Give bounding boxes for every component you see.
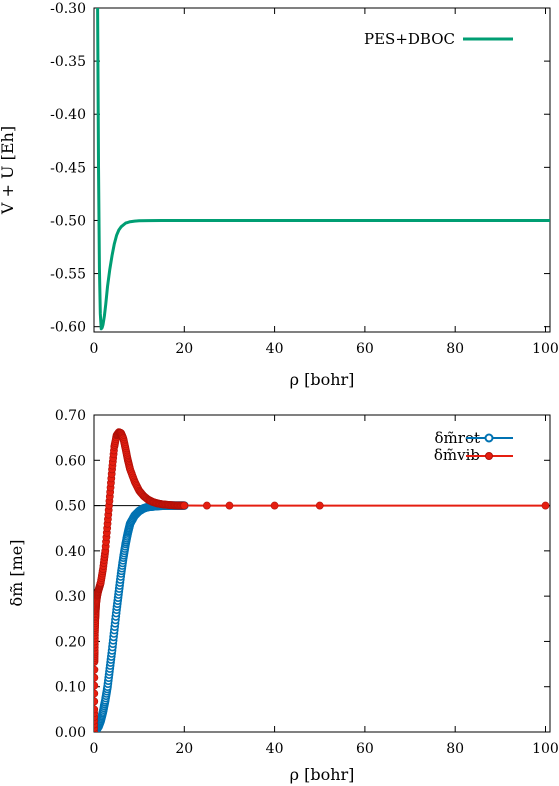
data-point-vib xyxy=(94,705,99,714)
top-x-ticks: 0 20 40 60 80 100 xyxy=(90,8,559,357)
y-tick-label: 0.60 xyxy=(55,453,86,469)
y-tick-label: 0.50 xyxy=(55,499,86,515)
top-panel: -0.30 -0.35 -0.40 -0.45 -0.50 -0.55 -0.60 0 20 4… xyxy=(0,1,559,389)
top-plot-frame xyxy=(93,7,551,333)
bottom-y-ticks: 0.00 0.10 0.20 0.30 0.40 0.50 0.60 0.70 xyxy=(55,408,550,741)
data-point-vib xyxy=(180,501,189,510)
bottom-legend-marker-vib xyxy=(485,452,493,460)
bottom-legend-marker-rot xyxy=(484,433,494,443)
y-tick-label: -0.45 xyxy=(50,160,86,176)
data-point-vib xyxy=(315,501,324,510)
series-line-vib xyxy=(94,430,546,732)
y-tick-label: 0.70 xyxy=(55,408,86,424)
bottom-plot-area xyxy=(94,428,550,732)
bottom-legend: δm̃rot δm̃vib xyxy=(434,429,513,464)
y-tick-label: -0.60 xyxy=(50,320,86,336)
top-plot-area xyxy=(96,8,550,331)
y-tick-label: -0.55 xyxy=(50,267,86,283)
y-tick-label: -0.40 xyxy=(50,107,86,123)
y-tick-label: -0.35 xyxy=(50,54,86,70)
bottom-legend-label-rot: δm̃rot xyxy=(435,429,480,447)
x-tick-label: 40 xyxy=(266,341,284,357)
x-tick-label: 100 xyxy=(532,341,559,357)
x-tick-label: 80 xyxy=(446,741,464,757)
x-tick-label: 60 xyxy=(356,341,374,357)
data-point-vib xyxy=(94,673,99,682)
bottom-panel: 0.00 0.10 0.20 0.30 0.40 0.50 0.60 0.70 0 20 40 60… xyxy=(7,408,559,784)
data-point-vib xyxy=(94,665,99,674)
bottom-y-axis-title: δm̃ [me] xyxy=(7,539,26,606)
x-tick-label: 40 xyxy=(266,741,284,757)
x-tick-label: 20 xyxy=(175,741,193,757)
data-point-vib xyxy=(94,697,99,706)
x-tick-label: 60 xyxy=(356,741,374,757)
top-y-axis-title: V + U [Eh] xyxy=(0,126,17,215)
series-markers-vib xyxy=(94,428,550,732)
y-tick-label: 0.10 xyxy=(55,680,86,696)
x-tick-label: 100 xyxy=(532,741,559,757)
x-tick-label: 20 xyxy=(175,341,193,357)
y-tick-label: 0.40 xyxy=(55,544,86,560)
y-tick-label: -0.30 xyxy=(50,1,86,17)
y-tick-label: -0.50 xyxy=(50,213,86,229)
y-tick-label: 0.00 xyxy=(55,725,86,741)
bottom-x-ticks: 0 20 40 60 80 100 xyxy=(90,415,559,757)
y-tick-label: 0.20 xyxy=(55,634,86,650)
data-point-vib xyxy=(202,501,211,510)
top-y-ticks: -0.30 -0.35 -0.40 -0.45 -0.50 -0.55 -0.60 xyxy=(50,1,550,336)
series-line-pes-dboc xyxy=(96,8,550,331)
top-x-axis-title: ρ [bohr] xyxy=(290,370,355,389)
data-point-vib xyxy=(94,681,99,690)
bottom-x-axis-title: ρ [bohr] xyxy=(290,765,355,784)
top-legend: PES+DBOC xyxy=(364,30,513,48)
bottom-legend-label-vib: δm̃vib xyxy=(434,446,480,464)
data-point-vib xyxy=(94,689,99,698)
x-tick-label: 80 xyxy=(446,341,464,357)
data-point-vib xyxy=(270,501,279,510)
data-point-vib xyxy=(541,501,550,510)
y-tick-label: 0.30 xyxy=(55,589,86,605)
x-tick-label: 0 xyxy=(90,741,99,757)
top-legend-label-pes: PES+DBOC xyxy=(364,30,455,48)
data-point-vib xyxy=(225,501,234,510)
x-tick-label: 0 xyxy=(90,341,99,357)
bottom-plot-frame xyxy=(93,414,551,733)
